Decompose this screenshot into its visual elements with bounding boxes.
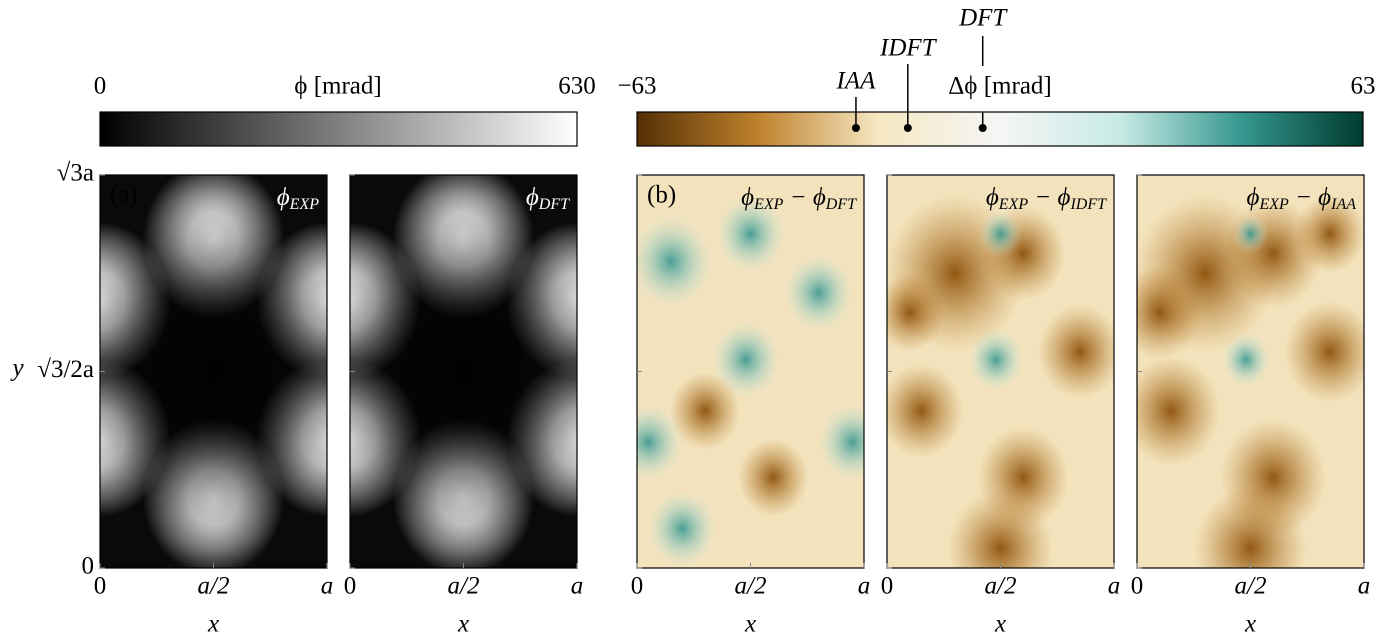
x-tick-label: a	[321, 573, 334, 600]
title-part: − ϕ	[783, 184, 825, 211]
figure: 0630ϕ [mrad]−6363Δϕ [mrad]IAAIDFTDFT(a)ϕ…	[0, 0, 1392, 635]
marker-label: DFT	[958, 5, 1008, 32]
y-label: y	[9, 355, 24, 382]
heatmap-blob	[1221, 332, 1271, 387]
y-tick-label: √3a	[57, 160, 94, 187]
heatmap-blob	[647, 489, 718, 568]
x-label: x	[457, 611, 469, 635]
title-part: DFT	[825, 196, 857, 213]
marker-dot	[852, 124, 860, 132]
title-part: − ϕ	[1289, 184, 1331, 211]
heatmap-blob	[670, 372, 741, 451]
title-part: ϕ	[1247, 184, 1260, 211]
heatmap	[1117, 175, 1376, 611]
heatmap	[613, 175, 888, 568]
heatmap-blob	[817, 403, 888, 482]
colorbar-tick-label: 630	[558, 73, 596, 100]
x-tick-label: 0	[344, 573, 357, 600]
title-part: IDFT	[1069, 196, 1107, 213]
title-part: EXP	[753, 196, 784, 213]
x-tick-label: a/2	[198, 573, 230, 600]
x-tick-label: 0	[881, 573, 894, 600]
colorbar-label: Δϕ [mrad]	[948, 73, 1052, 100]
x-tick-label: a/2	[1235, 573, 1267, 600]
title-part: ϕ	[741, 184, 754, 211]
x-tick-label: a/2	[448, 573, 480, 600]
x-tick-label: a	[1358, 573, 1371, 600]
heatmap-blob	[1038, 305, 1123, 399]
heatmap-blob	[738, 438, 809, 517]
heatmap-blob	[968, 328, 1025, 391]
marker-label: IAA	[836, 68, 877, 95]
y-tick-label: 0	[82, 553, 95, 580]
marker-dot	[904, 124, 912, 132]
heatmap-blob	[1117, 265, 1202, 359]
x-tick-label: a	[1108, 573, 1121, 600]
title-part: ϕ	[277, 184, 290, 211]
heatmap-blob	[1233, 214, 1268, 253]
colorbar-label: ϕ [mrad]	[294, 73, 381, 100]
heatmap-blob	[879, 364, 964, 458]
heatmap-blob	[874, 273, 945, 352]
heatmap-blob	[1122, 356, 1221, 466]
colorbar-tick-label: −63	[617, 73, 656, 100]
title-part: EXP	[1258, 196, 1289, 213]
heatmap	[874, 175, 1122, 607]
title-part: IAA	[1330, 196, 1356, 213]
title-part: ϕ	[526, 184, 539, 211]
title-part: EXP	[998, 196, 1029, 213]
x-tick-label: a	[858, 573, 871, 600]
heatmap-blob	[979, 210, 1021, 257]
colorbar-tick-label: 63	[1351, 73, 1376, 100]
title-part: EXP	[289, 196, 320, 213]
title-part: ϕ	[986, 184, 999, 211]
heatmap	[279, 161, 647, 576]
marker-label: IDFT	[879, 35, 938, 62]
marker-dot	[979, 124, 987, 132]
x-tick-label: a/2	[985, 573, 1017, 600]
x-label: x	[994, 611, 1006, 635]
x-tick-label: a/2	[735, 573, 767, 600]
title-part: − ϕ	[1028, 184, 1070, 211]
panel-label: (b)	[647, 182, 676, 209]
x-label: x	[207, 611, 219, 635]
x-tick-label: 0	[1131, 573, 1144, 600]
x-label: x	[744, 611, 756, 635]
x-tick-label: 0	[94, 573, 107, 600]
heatmap-blob	[783, 254, 854, 333]
heatmap-blob	[629, 214, 714, 308]
x-tick-label: 0	[631, 573, 644, 600]
colorbar-tick-label: 0	[94, 73, 107, 100]
heatmap-blob	[1284, 301, 1376, 403]
colorbar	[100, 112, 577, 146]
colorbar	[637, 112, 1363, 146]
title-part: DFT	[538, 196, 570, 213]
y-tick-label: √3/2a	[37, 356, 94, 383]
x-tick-label: a	[571, 573, 584, 600]
panel-label: (a)	[110, 182, 138, 209]
x-label: x	[1244, 611, 1256, 635]
